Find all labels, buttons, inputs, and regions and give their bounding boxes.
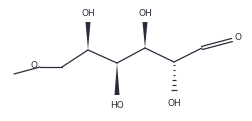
Text: O: O [235, 34, 241, 42]
Text: OH: OH [138, 8, 152, 18]
Text: HO: HO [110, 101, 124, 110]
Text: OH: OH [81, 8, 95, 18]
Polygon shape [114, 63, 119, 95]
Polygon shape [85, 22, 90, 50]
Text: O: O [30, 61, 38, 71]
Text: OH: OH [167, 99, 181, 109]
Polygon shape [142, 22, 147, 48]
